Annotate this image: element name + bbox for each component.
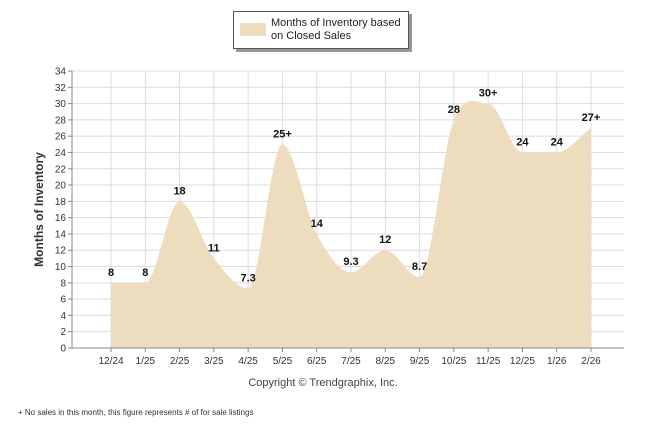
y-tick-label: 6 [60,295,66,306]
x-tick-label: 2/25 [170,356,190,367]
data-label: 28 [448,104,460,116]
y-tick-label: 4 [60,311,66,322]
y-tick-label: 2 [60,327,66,338]
y-tick-label: 24 [55,148,67,159]
footnote-text: + No sales in this month, this figure re… [18,408,254,417]
x-tick-label: 1/25 [136,356,156,367]
x-tick-label: 1/26 [547,356,567,367]
data-label: 14 [311,218,324,230]
x-tick-label: 2/26 [581,356,601,367]
legend-swatch [240,23,266,36]
x-tick-label: 12/25 [510,356,535,367]
series-area [111,100,591,348]
data-label: 27+ [582,112,601,124]
data-label: 18 [173,185,185,197]
data-label: 8.7 [412,261,427,273]
x-tick-label: 11/25 [476,356,501,367]
data-label: 25+ [273,128,292,140]
y-tick-label: 16 [55,213,67,224]
x-tick-label: 9/25 [410,356,430,367]
y-tick-label: 12 [55,246,67,257]
data-label: 12 [379,234,391,246]
data-label: 8 [108,267,114,279]
x-tick-label: 8/25 [376,356,396,367]
y-tick-label: 30 [55,99,67,110]
y-tick-label: 8 [60,278,66,289]
x-tick-label: 4/25 [238,356,258,367]
y-tick-label: 26 [55,132,67,143]
y-tick-label: 0 [60,344,66,355]
y-tick-label: 22 [55,164,67,175]
x-tick-label: 10/25 [441,356,466,367]
x-tick-label: 6/25 [307,356,327,367]
y-tick-label: 20 [55,181,67,192]
data-label: 8 [142,267,148,279]
y-tick-label: 34 [55,67,67,78]
data-label: 30+ [479,88,498,100]
y-tick-label: 32 [55,83,67,94]
y-tick-label: 10 [55,262,67,273]
data-label: 7.3 [240,273,255,285]
y-tick-label: 14 [55,229,67,240]
x-tick-label: 3/25 [204,356,224,367]
y-tick-label: 18 [55,197,67,208]
data-label: 11 [208,242,220,254]
y-tick-label: 28 [55,115,67,126]
data-label: 24 [551,136,564,148]
x-tick-label: 12/24 [98,356,123,367]
data-label: 24 [516,136,529,148]
copyright-text: Copyright © Trendgraphix, Inc. [248,377,398,389]
legend-label: Months of Inventory based on Closed Sale… [271,17,401,42]
x-tick-label: 5/25 [273,356,293,367]
y-axis-title: Months of Inventory [32,152,46,267]
x-tick-label: 7/25 [341,356,361,367]
legend: Months of Inventory based on Closed Sale… [233,11,409,49]
data-label: 9.3 [343,256,358,268]
